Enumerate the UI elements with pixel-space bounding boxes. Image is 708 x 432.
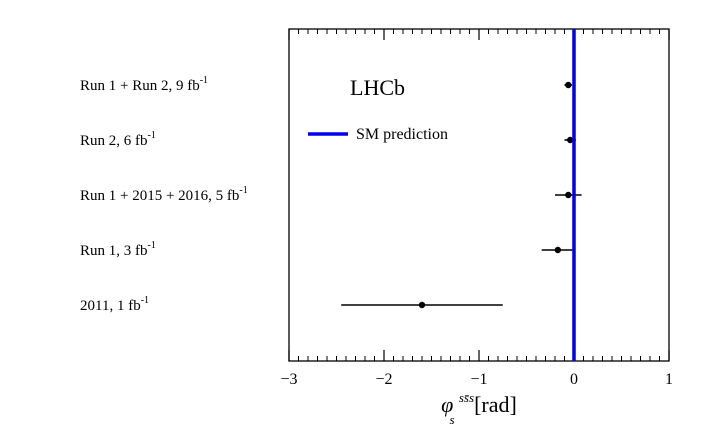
data-point — [567, 136, 574, 144]
measurement-label: Run 1 + Run 2, 9 fb-1 — [80, 75, 208, 94]
data-point — [554, 246, 562, 254]
data-point — [565, 191, 572, 199]
measurement-label: Run 1 + 2015 + 2016, 5 fb-1 — [80, 185, 248, 204]
x-axis-unit: [rad] — [474, 392, 517, 417]
plot-frame — [288, 28, 670, 362]
x-tick-label: −1 — [470, 371, 487, 388]
x-tick-label: 0 — [570, 371, 578, 388]
minor-ticks — [298, 29, 660, 361]
x-axis-subscript: s — [450, 412, 455, 427]
x-tick-labels: −3 −2 −1 0 1 — [280, 371, 673, 388]
x-axis-superscript: ss̄s — [459, 390, 474, 405]
experiment-label: LHCb — [350, 75, 405, 100]
legend: SM prediction — [308, 126, 448, 143]
x-axis-label: φ ss̄s s [rad] — [441, 382, 517, 429]
data-point — [418, 301, 426, 309]
x-tick-label: −3 — [280, 371, 297, 388]
measurement-label: Run 2, 6 fb-1 — [80, 130, 156, 149]
major-ticks — [288, 29, 670, 361]
x-tick-label: 1 — [665, 371, 673, 388]
data-point — [565, 81, 572, 89]
measurement-rows: Run 1 + Run 2, 9 fb-1 Run 2, 6 fb-1 Run 1 … — [80, 75, 582, 314]
x-tick-label: −2 — [375, 371, 392, 388]
x-axis-symbol: φ — [441, 392, 453, 417]
measurement-label: Run 1, 3 fb-1 — [80, 240, 156, 259]
measurement-label: 2011, 1 fb-1 — [80, 295, 149, 314]
legend-sm-label: SM prediction — [356, 126, 448, 143]
